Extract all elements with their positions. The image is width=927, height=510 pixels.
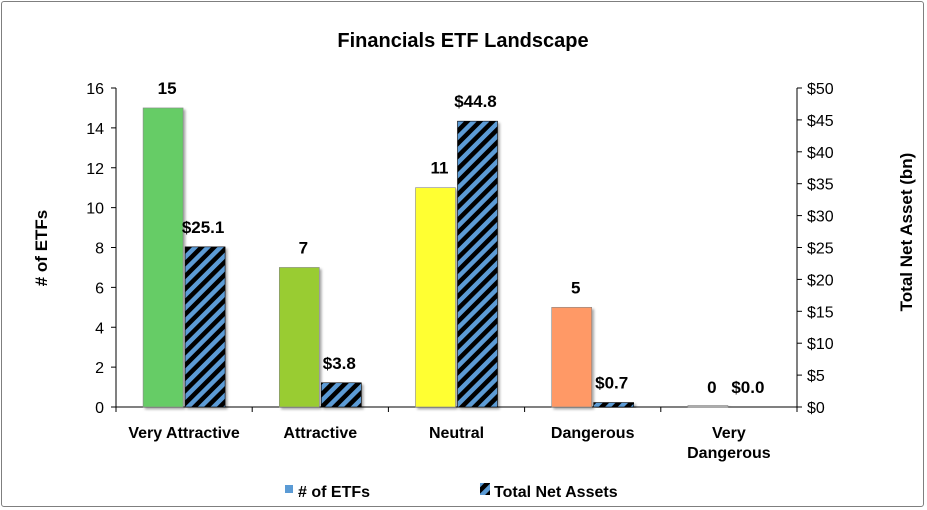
y-tick-label: 12 [86,161,104,178]
data-label-net-assets: $0.0 [731,378,764,397]
y2-tick-label: $50 [807,81,834,98]
y-tick-label: 4 [95,320,104,337]
legend: # of ETFs Total Net Assets [285,483,618,501]
y2-tick-label: $45 [807,113,834,130]
bar-etf-count [415,187,456,408]
y2-tick-label: $20 [807,272,834,289]
y-tick-label: 6 [95,280,104,297]
chart-title: Financials ETF Landscape [337,30,588,52]
y2-tick-label: $25 [807,241,834,258]
data-label-etf-count: 11 [431,159,449,178]
y-tick-label: 0 [95,400,104,417]
y-tick-label: 8 [95,241,104,258]
y-tick-label: 14 [86,121,104,138]
data-label-net-assets: $25.1 [182,218,225,237]
y2-tick-label: $10 [807,336,834,353]
x-tick-label: Neutral [429,425,484,442]
y-tick-label: 16 [86,81,104,98]
data-label-net-assets: $44.8 [454,92,497,111]
bar-etf-count [278,267,320,408]
y-axis-title: # of ETFs [32,210,51,287]
data-label-etf-count: 0 [707,378,716,397]
bar-net-assets [457,120,498,408]
y2-tick-label: $5 [807,368,825,385]
x-tick-label: Very [712,425,746,442]
data-label-net-assets: $0.7 [595,374,628,393]
y2-tick-label: $40 [807,145,834,162]
y2-tick-label: $35 [807,177,834,194]
x-tick-label: Very Attractive [128,425,240,442]
x-tick-label: Dangerous [551,425,635,442]
legend-swatch-net-assets [480,483,490,495]
legend-label-net-assets: Total Net Assets [494,484,618,501]
legend-label-etfs: # of ETFs [298,484,370,501]
bar-etf-count [687,405,729,408]
data-label-etf-count: 15 [158,79,177,98]
y-tick-label: 10 [86,201,104,218]
y2-tick-label: $30 [807,209,834,226]
bar-etf-count [551,307,593,408]
data-label-etf-count: 5 [571,278,580,297]
bar-etf-count [142,107,184,408]
data-label-net-assets: $3.8 [323,354,356,373]
bar-net-assets [320,382,362,408]
y-tick-label: 2 [95,360,104,377]
bar-net-assets [593,402,635,408]
y2-tick-label: $0 [807,400,825,417]
y2-axis-title: Total Net Asset (bn) [897,153,916,312]
legend-swatch-etfs [285,485,293,493]
x-tick-label: Attractive [283,425,357,442]
data-label-etf-count: 7 [299,238,308,257]
bar-net-assets [184,246,226,408]
y2-tick-label: $15 [807,304,834,321]
x-tick-label: Dangerous [687,445,771,462]
plot-area: 0 2 4 6 8 10 12 14 16 $0 $5 $10 $15 $20 $25 $30 $35 $40 $4… [86,79,834,462]
